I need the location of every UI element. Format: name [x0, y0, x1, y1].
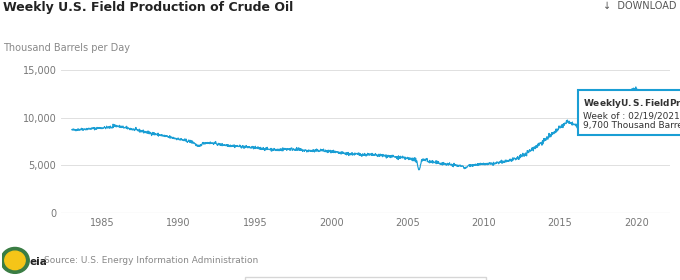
Text: Source: U.S. Energy Information Administration: Source: U.S. Energy Information Administ… [44, 256, 258, 265]
Text: Weekly U.S. Field Production of Crude Oil: Weekly U.S. Field Production of Crude Oi… [3, 1, 294, 14]
Legend: Weekly U.S. Field Production of Crude Oil: Weekly U.S. Field Production of Crude Oi… [245, 277, 486, 280]
Text: ↓  DOWNLOAD: ↓ DOWNLOAD [603, 1, 677, 11]
Text: Thousand Barrels per Day: Thousand Barrels per Day [3, 43, 131, 53]
Circle shape [5, 251, 25, 270]
Text: $\bf{Weekly U.S. Field Production of Crude Oil}$
Week of : 02/19/2021
9,700 Thou: $\bf{Weekly U.S. Field Production of Cru… [583, 97, 680, 130]
Circle shape [1, 248, 29, 273]
Text: eia: eia [29, 257, 47, 267]
